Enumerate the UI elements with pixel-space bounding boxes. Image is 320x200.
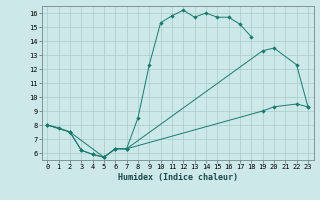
X-axis label: Humidex (Indice chaleur): Humidex (Indice chaleur) <box>118 173 237 182</box>
